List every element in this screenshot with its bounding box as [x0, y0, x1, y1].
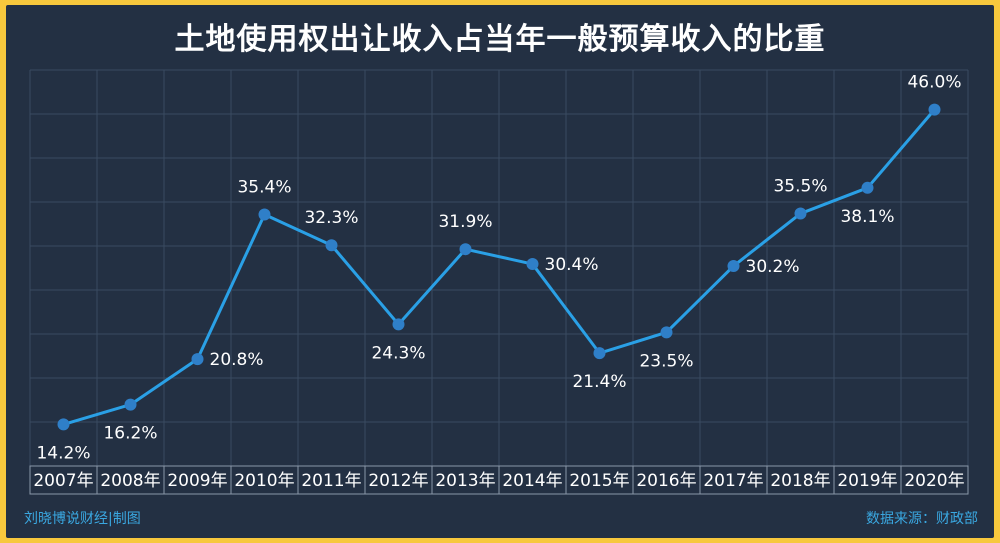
data-point	[660, 326, 673, 339]
x-tick-label: 2019年	[837, 471, 897, 491]
data-label: 24.3%	[371, 343, 425, 363]
data-point	[392, 318, 405, 331]
data-point	[794, 207, 807, 220]
data-label: 23.5%	[639, 351, 693, 371]
data-point	[258, 208, 271, 221]
x-tick-label: 2012年	[368, 471, 428, 491]
line-chart: 2007年 2008年 2009年 2010年 2011年 2012年 2013年 2014年…	[29, 69, 969, 495]
data-point	[459, 243, 472, 256]
x-tick-label: 2018年	[770, 471, 830, 491]
data-point	[325, 239, 338, 252]
x-tick-label: 2010年	[234, 471, 294, 491]
data-point	[727, 260, 740, 273]
data-label: 31.9%	[438, 212, 492, 232]
data-point	[191, 353, 204, 366]
x-tick-box	[900, 465, 969, 495]
data-point	[57, 418, 70, 431]
data-label: 35.5%	[773, 177, 827, 197]
data-label: 21.4%	[572, 372, 626, 392]
data-label: 30.2%	[746, 257, 800, 277]
data-label: 38.1%	[840, 207, 894, 227]
data-label: 14.2%	[36, 443, 90, 463]
data-point	[526, 258, 539, 271]
x-tick-label: 2016年	[636, 471, 696, 491]
data-point	[124, 398, 137, 411]
series-line	[63, 108, 936, 426]
data-label: 20.8%	[210, 350, 264, 370]
data-point	[593, 347, 606, 360]
chart-credit: 刘晓博说财经|制图	[24, 511, 141, 527]
x-tick-label: 2007年	[33, 471, 93, 491]
data-source: 数据来源：财政部	[866, 511, 978, 527]
x-tick-label: 2011年	[301, 471, 361, 491]
x-tick-label: 2014年	[502, 471, 562, 491]
data-label: 46.0%	[907, 73, 961, 93]
x-tick-label: 2015年	[569, 471, 629, 491]
chart-title: 土地使用权出让收入占当年一般预算收入的比重	[174, 22, 826, 57]
data-label: 30.4%	[545, 255, 599, 275]
data-label: 32.3%	[304, 208, 358, 228]
x-tick-label: 2017年	[703, 471, 763, 491]
data-point	[861, 181, 874, 194]
chart-panel	[6, 5, 994, 538]
data-point	[928, 103, 941, 116]
data-label: 16.2%	[103, 424, 157, 444]
x-tick-label: 2020年	[904, 471, 964, 491]
x-tick-label: 2013年	[435, 471, 495, 491]
x-tick-label: 2009年	[167, 471, 227, 491]
data-label: 35.4%	[237, 178, 291, 198]
x-tick-label: 2008年	[100, 471, 160, 491]
